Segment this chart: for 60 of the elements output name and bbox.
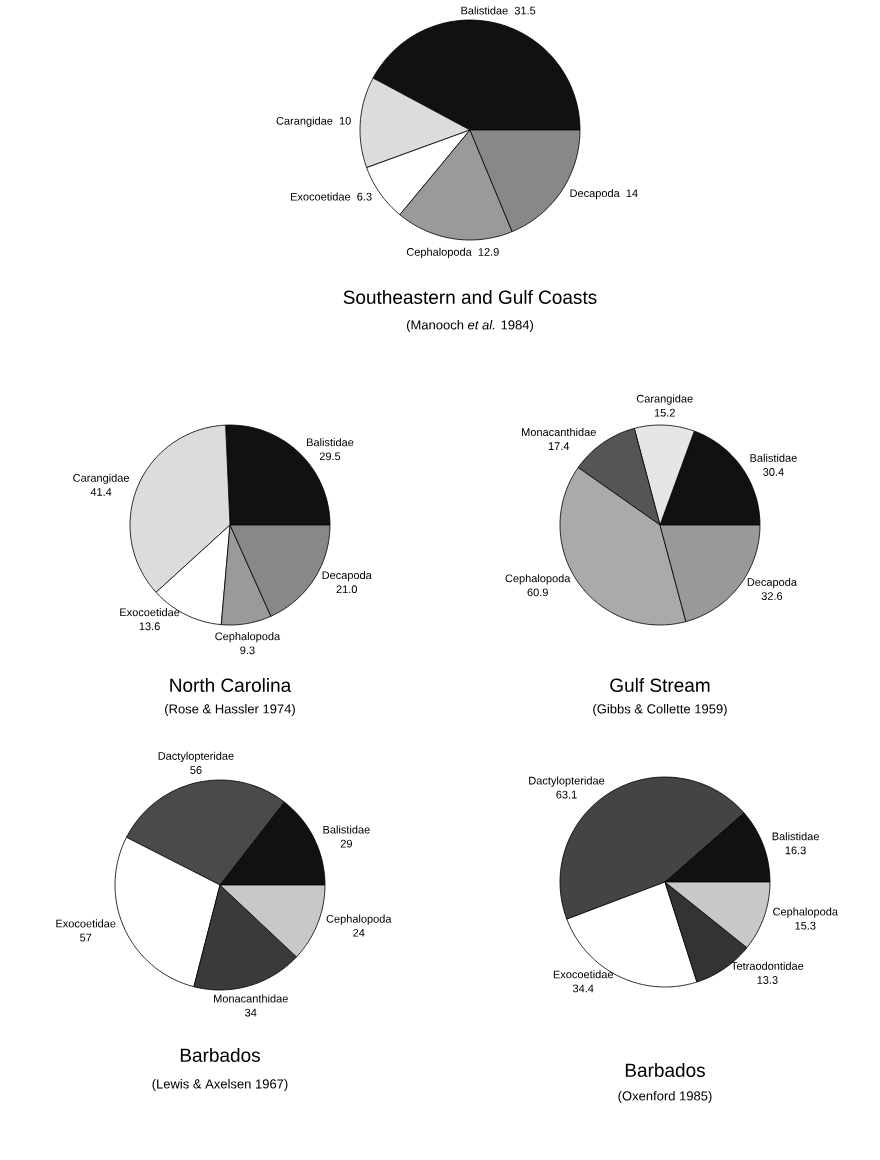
slice-label: Cephalopoda: [406, 247, 472, 258]
slice-label: Cephalopoda: [215, 632, 281, 643]
data-label: 29.5: [319, 452, 341, 461]
data-label: 13.6: [139, 622, 160, 631]
data-label: 56: [190, 766, 202, 774]
slice-label: Cephalopoda: [773, 907, 838, 918]
text: (Oxenford 1985): [618, 1090, 712, 1104]
data-label: 30.4: [763, 468, 784, 476]
slice-label: Balistidae: [750, 453, 797, 462]
slice-label: Decapoda: [322, 571, 372, 582]
slice-label: Decapoda: [570, 189, 620, 200]
data-label: 9.3: [240, 646, 255, 655]
text: Barbados: [180, 1048, 260, 1062]
data-label: 10: [339, 116, 351, 125]
data-label: 60.9: [527, 588, 548, 597]
data-label: 31.5: [514, 6, 536, 15]
data-label: 15.3: [795, 921, 816, 930]
slice-label: Carangidae: [636, 394, 693, 405]
slice-label: Exocoetidae: [120, 608, 180, 617]
data-label: 63.1: [556, 790, 577, 799]
slice-label: Cephalopoda: [326, 914, 392, 925]
text: Southeastern and Gulf Coasts: [343, 290, 597, 304]
slice-label: Tetraodontidae: [731, 961, 804, 970]
text: (Manooch et al. 1984): [406, 319, 534, 333]
slice-label: Carangidae: [73, 473, 130, 484]
slice-label: Balistidae: [307, 438, 354, 447]
data-label: 57: [80, 933, 92, 942]
slice-label: Balistidae: [461, 6, 508, 15]
slice-label: Dactylopteridae: [158, 751, 234, 763]
slice-label: Decapoda: [747, 577, 797, 589]
slice-label: Carangidae: [276, 116, 333, 127]
data-label: 14: [626, 189, 638, 197]
slice-label: Exocoetidae: [56, 919, 116, 928]
slice-label: Exocoetidae: [291, 192, 351, 201]
data-label: 21.0: [336, 585, 357, 594]
data-label: 34.4: [572, 984, 594, 993]
data-label: 41.4: [90, 488, 112, 496]
data-label: 17.4: [548, 442, 570, 450]
data-label: 15.2: [654, 408, 675, 417]
text: Gulf Stream: [610, 678, 710, 692]
data-label: 29: [340, 839, 352, 848]
text: (Lewis & Axelsen 1967): [152, 1078, 288, 1092]
data-label: 6.3: [357, 192, 372, 201]
data-label: 32.6: [761, 592, 783, 600]
slice-label: Exocoetidae: [553, 970, 614, 979]
text: Barbados: [625, 1063, 705, 1077]
slice-label: Cephalopoda: [505, 574, 571, 585]
text: (Gibbs & Collette 1959): [593, 703, 727, 717]
data-label: 34: [245, 1008, 257, 1017]
data-label: 13.3: [757, 976, 778, 984]
slice-label: Dactylopteridae: [529, 776, 605, 787]
data-label: 16.3: [785, 846, 806, 855]
slice-label: Balistidae: [772, 832, 819, 841]
slice-label: Monacanthidae: [522, 427, 596, 436]
slice-label: Balistidae: [323, 825, 370, 834]
data-label: 12.9: [478, 248, 499, 256]
text: (Rose & Hassler 1974): [165, 703, 295, 717]
slice-label: Monacanthidae: [214, 994, 288, 1003]
text: North Carolina: [170, 678, 292, 692]
data-label: 24: [353, 928, 365, 937]
